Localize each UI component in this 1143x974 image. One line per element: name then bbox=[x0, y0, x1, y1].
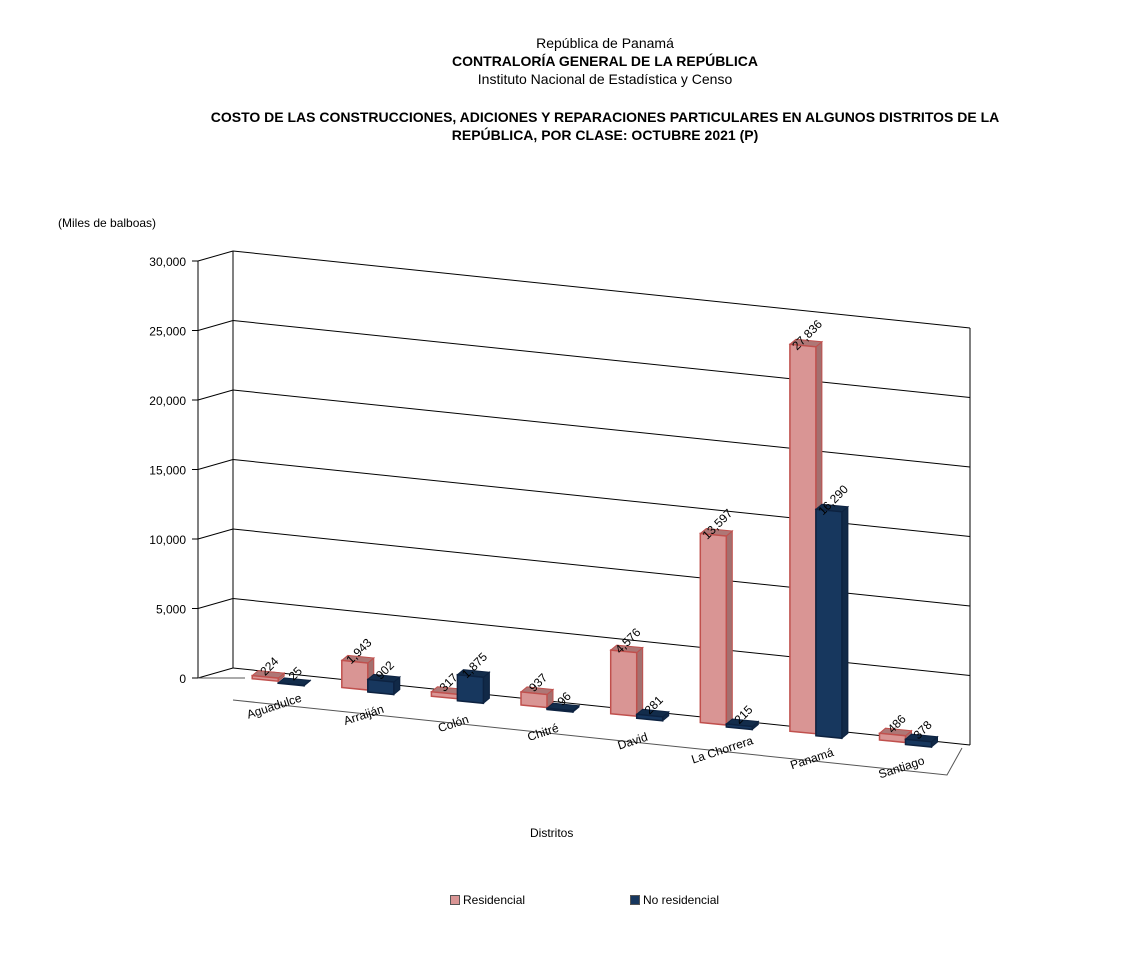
header-institute: Instituto Nacional de Estadística y Cens… bbox=[477, 71, 733, 87]
side-grid-line bbox=[197, 320, 234, 331]
bar-residencial-chitr- bbox=[520, 691, 548, 709]
x-tick-label-chitr-: Chitré bbox=[526, 721, 561, 744]
floor-front-edge bbox=[232, 699, 963, 776]
legend-label-no-residencial: No residencial bbox=[643, 893, 720, 907]
x-tick-label-col-n: Colón bbox=[436, 712, 470, 735]
grid-line bbox=[232, 389, 971, 468]
bar-residencial-panam- bbox=[789, 343, 817, 735]
chart-title-line1: COSTO DE LAS CONSTRUCCIONES, ADICIONES Y… bbox=[210, 109, 1000, 125]
bar-residencial-la-chorrera bbox=[699, 532, 728, 726]
side-grid-line bbox=[197, 528, 234, 540]
bar-side-no-residencial-panam- bbox=[841, 505, 849, 740]
y-tick-label: 0 bbox=[179, 672, 186, 686]
bar-no-residencial-arraij-n bbox=[367, 678, 395, 696]
bar-no-residencial-col-n bbox=[456, 673, 485, 705]
bar-no-residencial-david bbox=[635, 713, 664, 722]
bar-no-residencial-la-chorrera bbox=[725, 723, 754, 731]
bar-residencial-aguadulce bbox=[251, 674, 279, 683]
x-tick-label-la-chorrera: La Chorrera bbox=[690, 733, 756, 766]
grid-line bbox=[232, 320, 971, 398]
header-institution: CONTRALORÍA GENERAL DE LA REPÚBLICA bbox=[452, 53, 758, 69]
y-tick-label: 25,000 bbox=[149, 325, 186, 339]
side-grid-line bbox=[197, 459, 234, 470]
legend-swatch-no-residencial bbox=[630, 895, 640, 905]
y-axis-label: (Miles de balboas) bbox=[58, 216, 157, 230]
legend-item-residencial: Residencial bbox=[450, 893, 525, 907]
bar-no-residencial-chitr- bbox=[546, 707, 574, 713]
grid-line bbox=[232, 250, 971, 329]
side-grid-line bbox=[197, 250, 234, 262]
bar-no-residencial-panam- bbox=[815, 508, 843, 740]
x-tick-label-santiago: Santiago bbox=[877, 753, 927, 781]
side-grid-line bbox=[197, 389, 234, 401]
y-tick-label: 20,000 bbox=[149, 394, 186, 408]
y-tick-label: 5,000 bbox=[156, 603, 186, 617]
side-grid-line bbox=[197, 598, 234, 609]
side-grid-line bbox=[197, 667, 234, 679]
bar-residencial-santiago bbox=[878, 732, 907, 744]
header-country: República de Panamá bbox=[536, 35, 674, 51]
bar-no-residencial-santiago bbox=[904, 738, 933, 748]
x-tick-label-panam-: Panamá bbox=[788, 745, 835, 772]
x-axis-label: Distritos bbox=[530, 826, 574, 840]
bar-side-residencial-la-chorrera bbox=[725, 529, 733, 727]
bar-no-residencial-aguadulce bbox=[277, 682, 305, 687]
bar-residencial-david bbox=[609, 649, 638, 718]
y-tick-label: 30,000 bbox=[149, 255, 186, 269]
legend-label-residencial: Residencial bbox=[463, 893, 526, 907]
x-tick-label-aguadulce: Aguadulce bbox=[245, 691, 304, 722]
y-tick-label: 10,000 bbox=[149, 533, 186, 547]
x-tick-label-david: David bbox=[616, 730, 650, 753]
legend-swatch-residencial bbox=[450, 895, 460, 905]
x-tick-label-arraij-n: Arraiján bbox=[342, 702, 386, 728]
bar-residencial-arraij-n bbox=[341, 659, 369, 691]
chart-title-line2: REPÚBLICA, POR CLASE: OCTUBRE 2021 (P) bbox=[451, 127, 759, 143]
y-tick-label: 15,000 bbox=[149, 464, 186, 478]
legend-item-no-residencial: No residencial bbox=[630, 893, 719, 907]
